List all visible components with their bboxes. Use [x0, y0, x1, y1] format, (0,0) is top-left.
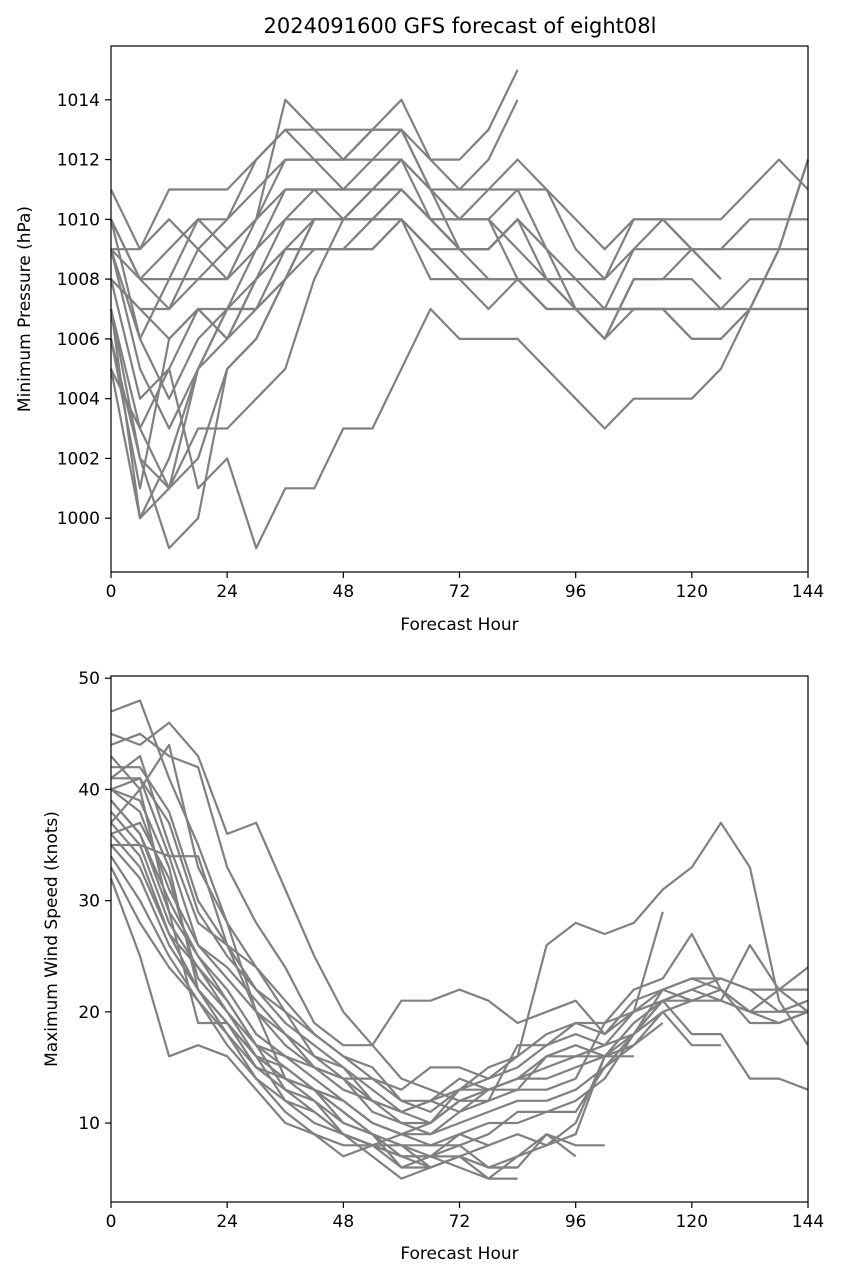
- pressure-x-tick-label: 72: [449, 582, 471, 602]
- pressure-x-tick-label: 144: [792, 582, 824, 602]
- wind-x-tick-label: 72: [449, 1212, 471, 1232]
- wind-series-line: [110, 788, 461, 1147]
- wind-series-line: [110, 799, 489, 1180]
- pressure-x-tick-label: 96: [565, 582, 587, 602]
- pressure-series-line: [110, 99, 519, 311]
- pressure-series-line: [110, 158, 808, 311]
- wind-y-tick-label: 50: [78, 669, 100, 689]
- pressure-x-axis: 0 24 48 72 96 120 144: [106, 572, 824, 602]
- wind-y-axis: 10 20 30 40 50: [78, 669, 111, 1134]
- wind-y-tick-label: 10: [78, 1114, 100, 1134]
- pressure-series-line: [111, 128, 809, 281]
- pressure-x-axis-label: Forecast Hour: [400, 615, 518, 635]
- wind-series-line: [111, 843, 518, 1169]
- wind-x-tick-label: 96: [565, 1212, 587, 1232]
- wind-x-tick-label: 48: [333, 1212, 355, 1232]
- pressure-y-tick-label: 1000: [57, 509, 100, 529]
- wind-series-line: [110, 822, 692, 1147]
- wind-x-tick-label: 144: [792, 1212, 824, 1232]
- pressure-y-axis: 1000 1002 1004 1006 1008 1010 1012 1014: [57, 91, 111, 529]
- wind-x-tick-label: 120: [676, 1212, 708, 1232]
- pressure-y-tick-label: 1008: [57, 270, 100, 290]
- wind-chart: 0 24 48 72 96 120 144 10 20 30 40 50 Forecast Hour…: [42, 669, 824, 1264]
- wind-series-line: [111, 766, 809, 1091]
- pressure-series-line: [109, 188, 519, 490]
- chart-title: 2024091600 GFS forecast of eight08l: [264, 14, 657, 38]
- wind-series-line: [110, 788, 721, 1114]
- pressure-y-tick-label: 1002: [57, 449, 100, 469]
- pressure-series-line: [109, 218, 519, 490]
- wind-y-tick-label: 40: [78, 780, 100, 800]
- pressure-series-line: [109, 218, 808, 550]
- wind-y-tick-label: 30: [78, 892, 100, 912]
- pressure-series-line: [109, 158, 403, 520]
- pressure-y-tick-label: 1010: [57, 210, 100, 230]
- pressure-x-tick-label: 120: [676, 582, 708, 602]
- wind-series-line: [110, 754, 809, 1114]
- wind-series-line: [110, 788, 577, 1180]
- pressure-series-line: [110, 188, 808, 340]
- pressure-y-tick-label: 1014: [57, 91, 100, 111]
- pressure-y-axis-label: Minimum Pressure (hPa): [15, 206, 35, 412]
- wind-x-axis-label: Forecast Hour: [400, 1244, 518, 1264]
- pressure-series-line: [110, 128, 722, 281]
- pressure-series-line: [109, 188, 808, 340]
- pressure-x-tick-label: 24: [216, 582, 238, 602]
- pressure-series-group: [109, 69, 810, 550]
- wind-series-group: [109, 699, 809, 1180]
- pressure-series-line: [110, 158, 808, 311]
- pressure-x-tick-label: 48: [333, 582, 355, 602]
- wind-y-tick-label: 20: [78, 1003, 100, 1023]
- wind-series-line: [110, 810, 809, 1136]
- wind-x-axis: 0 24 48 72 96 120 144: [106, 1202, 824, 1232]
- pressure-y-tick-label: 1012: [57, 151, 100, 171]
- pressure-y-tick-label: 1006: [57, 330, 100, 350]
- wind-series-line: [110, 855, 606, 1169]
- wind-y-axis-label: Maximum Wind Speed (knots): [42, 811, 62, 1067]
- wind-x-tick-label: 24: [216, 1212, 238, 1232]
- wind-series-line: [110, 799, 809, 1136]
- pressure-y-tick-label: 1004: [57, 390, 100, 410]
- pressure-chart: 0 24 48 72 96 120 144 1000 1002 1004 1006 1008 1010…: [15, 45, 824, 635]
- wind-series-line: [110, 821, 431, 1169]
- pressure-series-line: [110, 159, 810, 550]
- pressure-x-tick-label: 0: [106, 582, 117, 602]
- wind-x-tick-label: 0: [106, 1212, 117, 1232]
